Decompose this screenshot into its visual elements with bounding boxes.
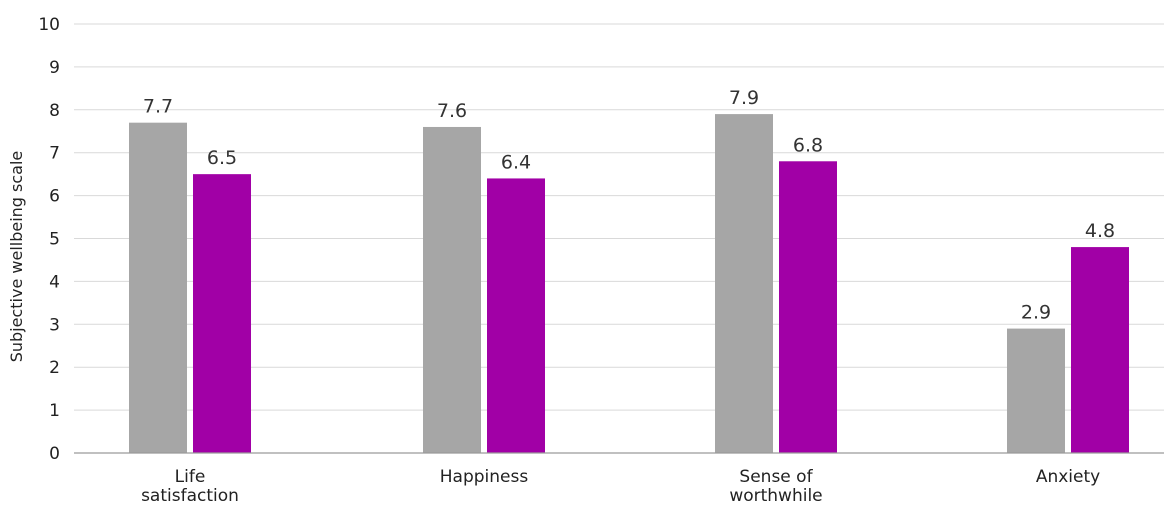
y-tick-label: 3 — [49, 315, 60, 335]
bar — [129, 122, 187, 454]
data-label: 4.8 — [1085, 220, 1115, 242]
data-labels: 7.7 6.5 7.6 6.4 7.9 6.8 2.9 4.8 — [143, 87, 1115, 324]
x-category-label-line: Anxiety — [1036, 467, 1100, 487]
bar — [1007, 328, 1065, 453]
bar — [193, 174, 251, 453]
x-category-label: Life satisfaction — [141, 467, 239, 506]
x-category-label-line: Sense of — [739, 467, 813, 487]
y-tick-label: 4 — [49, 272, 60, 292]
y-tick-label: 9 — [49, 58, 60, 78]
y-tick-label: 2 — [49, 358, 60, 378]
data-label: 7.7 — [143, 96, 173, 118]
data-label: 6.8 — [793, 134, 823, 156]
bar — [1071, 247, 1129, 453]
bars — [129, 114, 1129, 454]
x-axis-categories: Life satisfaction Happiness Sense of worthwh… — [141, 467, 1100, 506]
x-category-label-line: Happiness — [440, 467, 529, 487]
y-tick-label: 6 — [49, 187, 60, 207]
y-axis-ticks: 0 1 2 3 4 5 6 7 8 9 10 — [38, 15, 60, 464]
data-label: 7.6 — [437, 100, 467, 122]
y-tick-label: 7 — [49, 144, 60, 164]
y-tick-label: 5 — [49, 230, 60, 250]
gridlines — [74, 23, 1164, 411]
data-label: 2.9 — [1021, 302, 1051, 324]
bar — [779, 161, 837, 453]
x-category-label-line: worthwhile — [729, 486, 822, 506]
x-category-label-line: Life — [175, 467, 206, 487]
data-label: 7.9 — [729, 87, 759, 109]
x-category-label-line: satisfaction — [141, 486, 239, 506]
bar — [423, 126, 481, 454]
y-axis-title: Subjective wellbeing scale — [7, 151, 26, 363]
x-category-label: Happiness — [440, 467, 529, 487]
y-tick-label: 1 — [49, 401, 60, 421]
data-label: 6.5 — [207, 147, 237, 169]
y-tick-label: 10 — [38, 15, 60, 35]
x-category-label: Sense of worthwhile — [729, 467, 822, 506]
y-tick-label: 0 — [49, 444, 60, 464]
bar — [715, 114, 773, 453]
data-label: 6.4 — [501, 151, 531, 173]
x-category-label: Anxiety — [1036, 467, 1100, 487]
y-tick-label: 8 — [49, 101, 60, 121]
bar — [487, 178, 545, 453]
